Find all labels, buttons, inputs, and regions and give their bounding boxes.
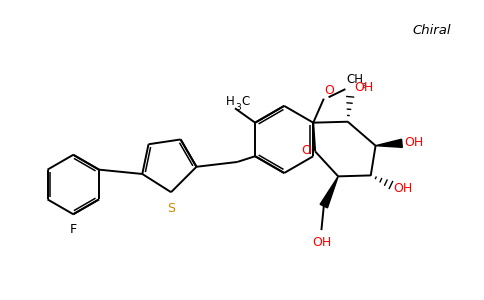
Text: H: H	[226, 95, 235, 108]
Text: Chiral: Chiral	[412, 24, 451, 38]
Text: 3: 3	[235, 103, 241, 112]
Text: F: F	[70, 223, 77, 236]
Text: OH: OH	[312, 236, 331, 249]
Text: OH: OH	[393, 182, 412, 195]
Text: OH: OH	[354, 81, 373, 94]
Text: S: S	[167, 202, 175, 215]
Text: C: C	[241, 95, 249, 108]
Polygon shape	[320, 176, 338, 208]
Text: OH: OH	[404, 136, 423, 149]
Text: $_3$: $_3$	[361, 81, 367, 91]
Text: O: O	[302, 145, 311, 158]
Text: CH: CH	[347, 73, 364, 86]
Polygon shape	[376, 139, 402, 147]
Text: O: O	[324, 84, 334, 97]
